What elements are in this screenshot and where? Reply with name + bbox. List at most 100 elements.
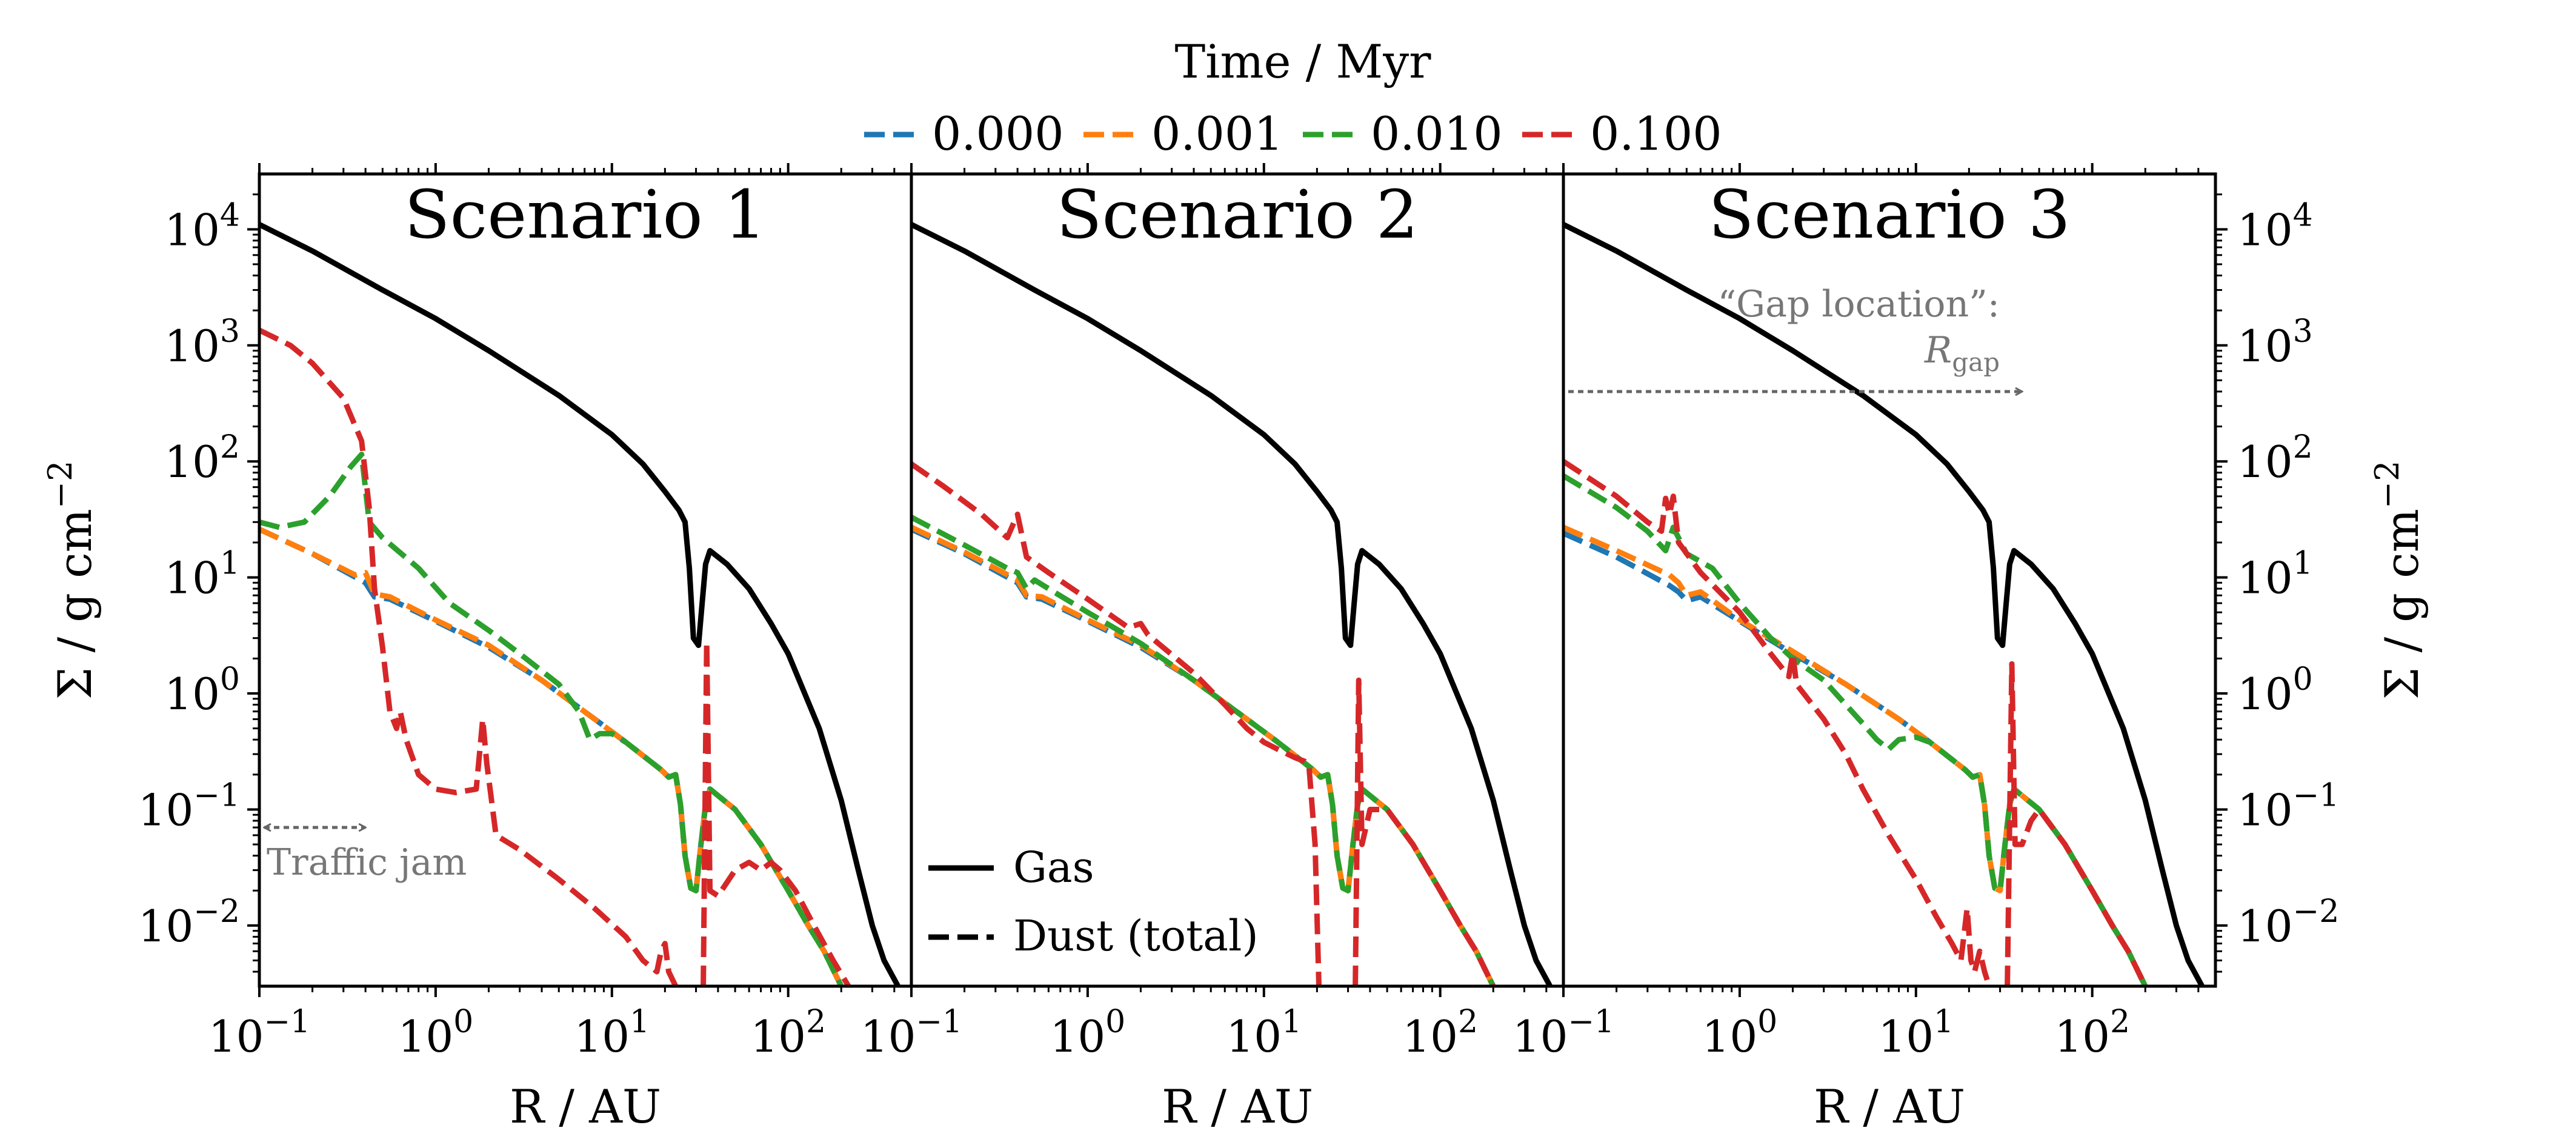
tick-exponent: 1 (220, 546, 240, 582)
x-axis-label: R / AU (1814, 1080, 1965, 1133)
tick-base: 10 (398, 1011, 454, 1062)
axes-frame (910, 172, 1565, 988)
tick-base: 10 (138, 901, 194, 952)
tick-base: 10 (1402, 1011, 1458, 1062)
tick-base: 10 (164, 669, 220, 719)
gas-profile-line (1563, 222, 2205, 986)
panel-scenario-2: Scenario 2 10−1 100 101 102 (860, 163, 1565, 1062)
tick-exponent: 4 (2293, 197, 2313, 233)
tick-exponent: 1 (1934, 1004, 1954, 1040)
tick-exponent: 2 (806, 1004, 826, 1040)
legend-title: Time / Myr (1174, 35, 1431, 88)
y-label-main: Σ / g cm (2375, 509, 2429, 699)
y-axis-label-left: Σ / g cm−2 (41, 461, 102, 700)
tick-base: 10 (574, 1011, 630, 1062)
x-tick-label: 100 (1050, 1004, 1126, 1062)
x-tick-label: 101 (1878, 1004, 1954, 1062)
panel-title: Scenario 1 (404, 176, 766, 253)
tick-exponent: 0 (1757, 1004, 1777, 1040)
plot-area (259, 222, 900, 986)
tick-base: 10 (164, 204, 220, 255)
y-tick-label-left: 104 (164, 197, 240, 255)
tick-base: 10 (2237, 553, 2293, 604)
tick-base: 10 (2237, 204, 2293, 255)
tick-exponent: 3 (2293, 313, 2313, 350)
y-tick-label-right: 10−1 (2237, 777, 2339, 835)
legend-label: 0.000 (932, 107, 1064, 161)
y-label-main: Σ / g cm (48, 509, 102, 699)
y-tick-label-right: 103 (2237, 313, 2313, 372)
tick-exponent: −1 (1568, 1004, 1614, 1040)
dust-line-t0_100 (259, 327, 851, 986)
tick-base: 10 (2237, 321, 2293, 372)
x-tick-label: 101 (1226, 1004, 1302, 1062)
x-axis-label: R / AU (510, 1080, 661, 1133)
tick-base: 10 (2237, 436, 2293, 487)
x-tick-label: 10−1 (1513, 1004, 1614, 1062)
y-tick-label-right: 10−2 (2237, 893, 2339, 952)
y-tick-label-left: 100 (164, 661, 240, 719)
tick-exponent: −1 (193, 777, 240, 813)
tick-exponent: −1 (916, 1004, 962, 1040)
tick-base: 10 (750, 1011, 806, 1062)
panel-title: Scenario 2 (1056, 176, 1418, 253)
tick-exponent: 2 (2110, 1004, 2130, 1040)
x-tick-label: 102 (750, 1004, 826, 1062)
tick-exponent: −1 (264, 1004, 310, 1040)
tick-base: 10 (1050, 1011, 1106, 1062)
dust-line-t0_010 (259, 452, 844, 986)
x-tick-label: 102 (2054, 1004, 2130, 1062)
x-tick-label: 100 (398, 1004, 474, 1062)
dust-line-t0_001 (259, 527, 844, 986)
tick-exponent: 3 (220, 313, 240, 350)
traffic-jam-label: Traffic jam (267, 841, 467, 884)
tick-exponent: 2 (1458, 1004, 1478, 1040)
tick-exponent: −1 (2293, 777, 2340, 813)
x-tick-label: 10−1 (208, 1004, 310, 1062)
dust-line-t0_100 (911, 461, 1496, 986)
tick-base: 10 (860, 1011, 916, 1062)
x-axis-label: R / AU (1162, 1080, 1313, 1133)
time-legend: Time / Myr 0.000 0.001 0.010 0.100 (864, 35, 1722, 161)
plot-area (911, 222, 1553, 986)
tick-base: 10 (164, 321, 220, 372)
legend-entries: 0.000 0.001 0.010 0.100 (864, 107, 1722, 161)
x-tick-label: 10−1 (860, 1004, 962, 1062)
tick-base: 10 (164, 436, 220, 487)
y-label-exp: −2 (2368, 461, 2406, 509)
rgap-sub: gap (1952, 347, 2000, 377)
y-tick-label-right: 104 (2237, 197, 2313, 255)
y-axis-label-right: Σ / g cm−2 (2368, 461, 2429, 700)
gas-profile-line (259, 222, 900, 986)
tick-exponent: −2 (2293, 893, 2340, 930)
panel-title: Scenario 3 (1708, 176, 2070, 253)
tick-exponent: 4 (220, 197, 240, 233)
style-legend: Gas Dust (total) (928, 843, 1259, 961)
tick-base: 10 (164, 553, 220, 604)
y-tick-label-left: 101 (164, 546, 240, 604)
legend-label: 0.010 (1371, 107, 1503, 161)
tick-base: 10 (1226, 1011, 1282, 1062)
gap-location-annotation: “Gap location”: Rgap (1568, 283, 2022, 392)
panel-scenario-3: Scenario 3 10−1 100 101 102 (1513, 163, 2217, 1062)
tick-exponent: 2 (220, 429, 240, 466)
y-tick-label-left: 10−2 (138, 893, 240, 952)
y-tick-label-left: 10−1 (138, 777, 240, 835)
legend-label: 0.001 (1151, 107, 1283, 161)
tick-exponent: 0 (1105, 1004, 1125, 1040)
tick-base: 10 (1878, 1011, 1934, 1062)
tick-exponent: −2 (193, 893, 240, 930)
tick-base: 10 (1513, 1011, 1568, 1062)
tick-exponent: 0 (220, 661, 240, 698)
gas-legend-label: Gas (1013, 843, 1094, 892)
y-tick-label-left: 102 (164, 429, 240, 487)
dust-legend-label: Dust (total) (1013, 911, 1259, 961)
y-tick-label-left: 103 (164, 313, 240, 372)
gap-location-label: “Gap location”: (1718, 283, 2000, 325)
gap-location-symbol: Rgap (1924, 329, 2000, 377)
y-tick-label-right: 102 (2237, 429, 2313, 487)
traffic-jam-annotation: Traffic jam (264, 827, 467, 884)
tick-base: 10 (2054, 1011, 2110, 1062)
